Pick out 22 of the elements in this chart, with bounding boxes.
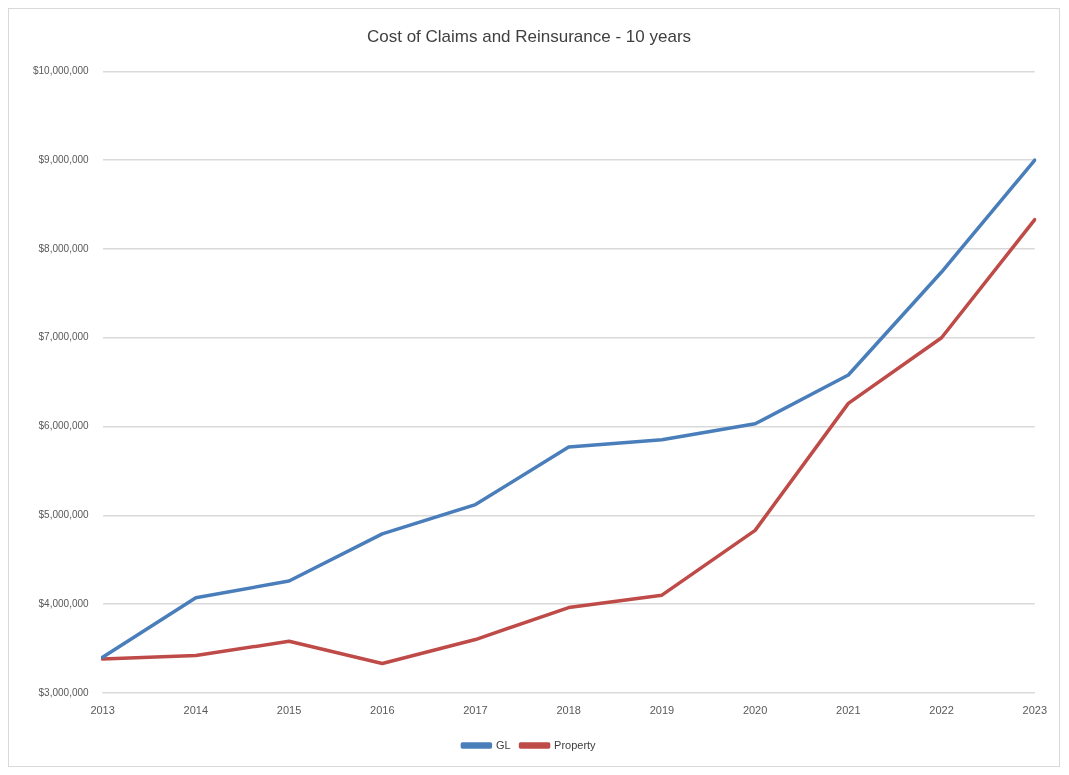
x-tick-label: 2015 [276, 704, 302, 717]
x-tick-label: 2019 [649, 704, 675, 717]
chart-title: Cost of Claims and Reinsurance - 10 years [366, 26, 692, 46]
legend-label: GL [495, 738, 511, 751]
x-tick-label: 2014 [183, 704, 209, 717]
x-tick-label: 2017 [463, 704, 488, 717]
y-tick-label: $10,000,000 [32, 65, 90, 77]
x-tick-label: 2021 [836, 704, 861, 717]
x-tick-label: 2022 [929, 704, 954, 717]
y-tick-label: $9,000,000 [38, 153, 90, 165]
y-tick-label: $5,000,000 [38, 509, 90, 521]
x-tick-label: 2013 [90, 704, 115, 717]
x-tick-label: 2018 [556, 704, 581, 717]
x-tick-label: 2023 [1022, 704, 1048, 717]
y-tick-label: $7,000,000 [38, 331, 90, 343]
y-tick-label: $4,000,000 [38, 597, 90, 609]
y-tick-label: $6,000,000 [38, 420, 90, 432]
x-tick-label: 2016 [370, 704, 395, 717]
y-tick-label: $3,000,000 [38, 686, 90, 698]
y-tick-label: $8,000,000 [38, 242, 90, 254]
x-tick-label: 2020 [742, 704, 768, 717]
legend-label: Property [554, 738, 597, 751]
